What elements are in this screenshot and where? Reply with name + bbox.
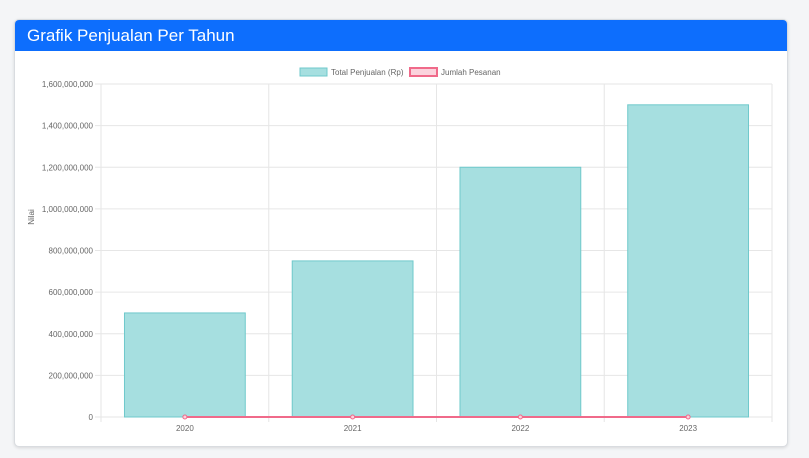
bar-2022[interactable] xyxy=(459,166,582,418)
y-tick-label: 1,400,000,000 xyxy=(42,122,94,131)
card-header: Grafik Penjualan Per Tahun xyxy=(15,20,787,51)
y-tick-label: 200,000,000 xyxy=(49,371,94,380)
legend-label-jumlah-pesanan[interactable]: Jumlah Pesanan xyxy=(441,68,501,77)
bar-series xyxy=(123,104,750,418)
y-tick-label: 0 xyxy=(89,413,94,422)
point-2020[interactable] xyxy=(182,414,188,420)
bar-2023[interactable] xyxy=(627,104,750,418)
legend-swatch-total-penjualan[interactable] xyxy=(299,67,328,77)
legend-swatch-jumlah-pesanan[interactable] xyxy=(409,67,438,77)
legend-label-total-penjualan[interactable]: Total Penjualan (Rp) xyxy=(331,68,404,77)
chart-area: 0 200,000,000 400,000,000 600,000,000 800,00… xyxy=(15,51,787,446)
y-tick-label: 600,000,000 xyxy=(49,288,94,297)
y-tick-label: 1,600,000,000 xyxy=(42,80,94,89)
y-tick-label: 800,000,000 xyxy=(49,247,94,256)
x-tick-label: 2022 xyxy=(511,424,529,433)
x-tick-label: 2023 xyxy=(679,424,697,433)
line-series xyxy=(182,414,691,420)
y-axis-label: Nilai xyxy=(27,209,36,225)
point-2021[interactable] xyxy=(350,414,356,420)
y-tick-label: 400,000,000 xyxy=(49,330,94,339)
bar-2020[interactable] xyxy=(123,312,246,418)
y-tick-label: 1,200,000,000 xyxy=(42,163,94,172)
chart-card: Grafik Penjualan Per Tahun 0 200,000,000 4… xyxy=(14,19,788,447)
point-2022[interactable] xyxy=(517,414,523,420)
x-axis: 2020 2021 2022 2023 xyxy=(176,424,698,433)
card-title: Grafik Penjualan Per Tahun xyxy=(27,26,235,45)
y-tick-label: 1,000,000,000 xyxy=(42,205,94,214)
x-tick-label: 2021 xyxy=(344,424,362,433)
chart-legend[interactable]: Total Penjualan (Rp) Jumlah Pesanan xyxy=(299,67,501,77)
y-axis: 0 200,000,000 400,000,000 600,000,000 800,00… xyxy=(42,80,94,422)
bar-2021[interactable] xyxy=(291,260,414,418)
point-2023[interactable] xyxy=(685,414,691,420)
x-tick-label: 2020 xyxy=(176,424,194,433)
sales-chart: 0 200,000,000 400,000,000 600,000,000 800,00… xyxy=(27,67,773,433)
